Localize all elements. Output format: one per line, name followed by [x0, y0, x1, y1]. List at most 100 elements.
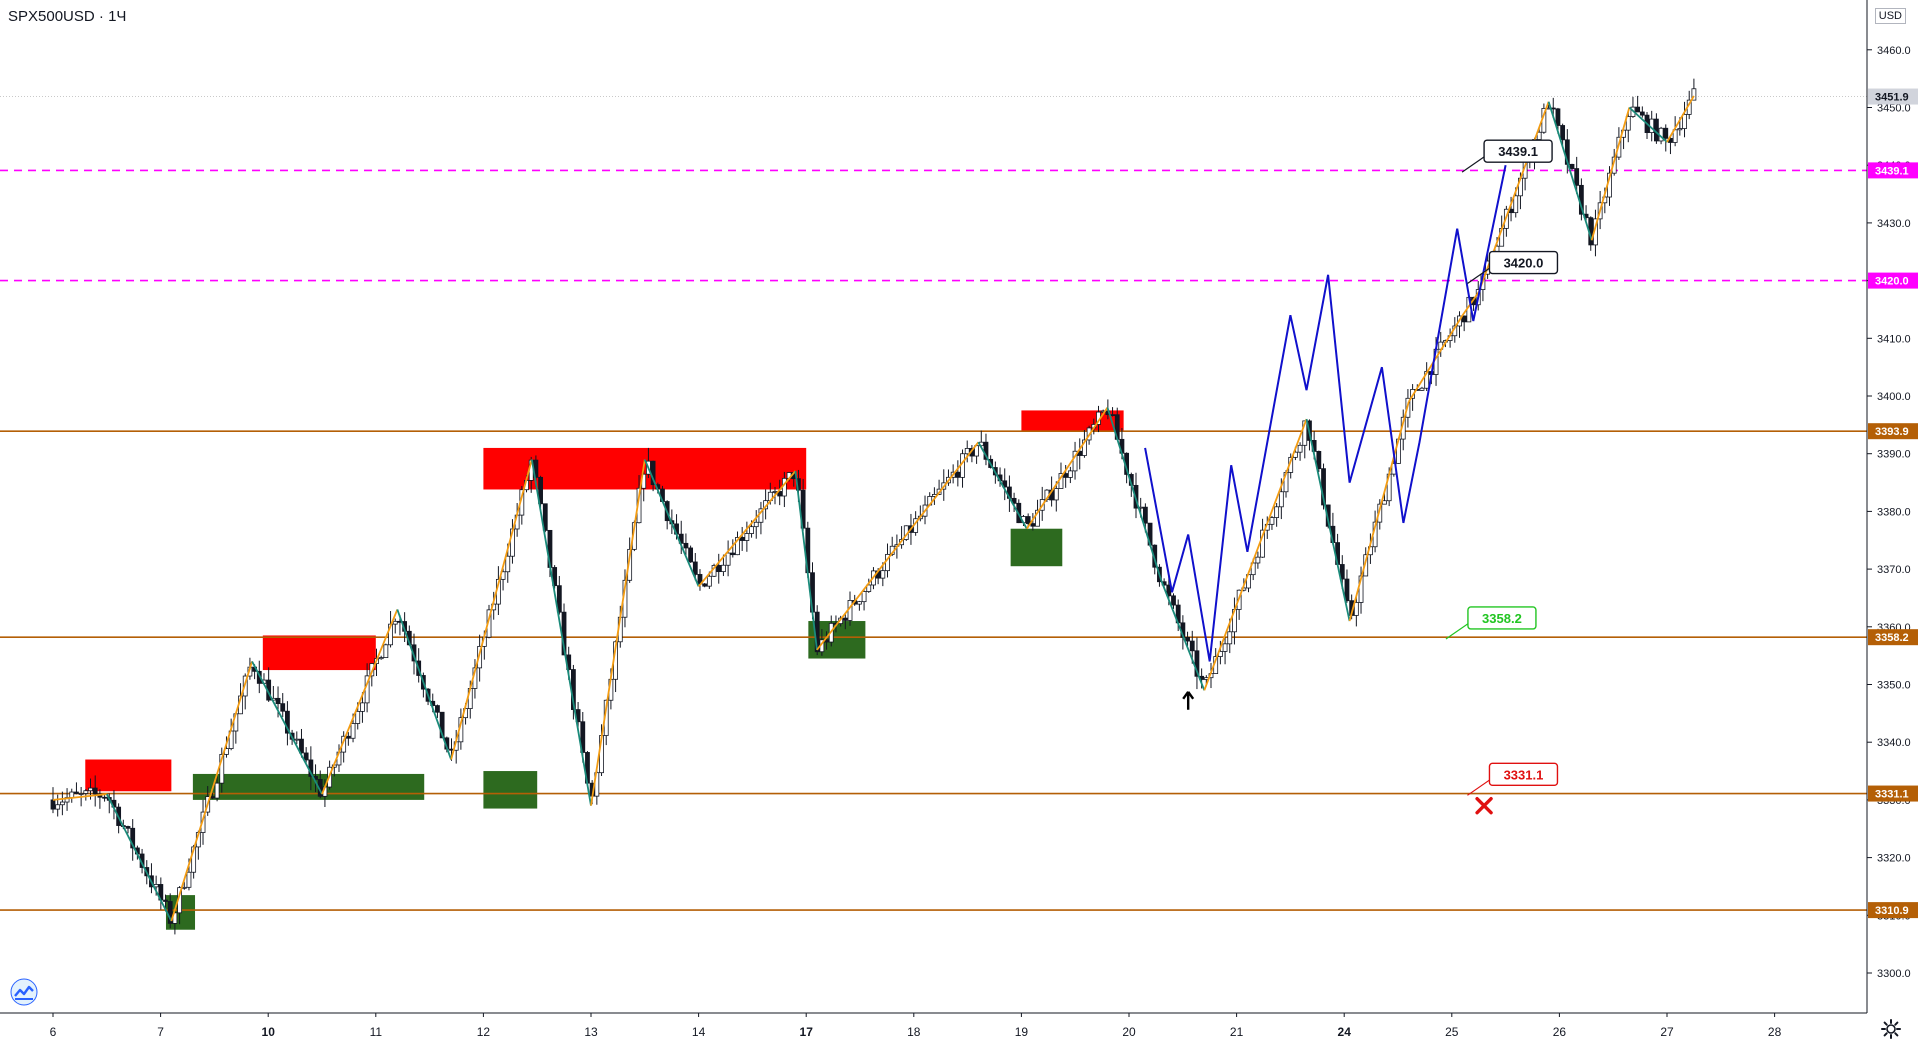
candle-body [1569, 163, 1575, 169]
currency-badge[interactable]: USD [1874, 8, 1906, 24]
candle-body [556, 585, 562, 613]
time-axis-bg [0, 1013, 1920, 1044]
x-tick-label: 11 [370, 1025, 383, 1039]
candle-body [285, 710, 290, 734]
candle-body [1269, 517, 1275, 525]
x-tick-label: 20 [1122, 1025, 1136, 1039]
price-tag-label: 3420.0 [1504, 256, 1544, 271]
zigzag-segment [1628, 106, 1668, 143]
y-tick-label: 3460.0 [1877, 45, 1911, 57]
candle-body [88, 787, 93, 792]
x-tick-label: 12 [477, 1025, 491, 1039]
candle-body [1110, 414, 1115, 417]
tradingview-logo-icon[interactable] [10, 978, 38, 1006]
candle-body [125, 826, 131, 829]
candle-body [1625, 116, 1631, 131]
y-tick-label: 3380.0 [1877, 506, 1911, 518]
x-tick-label: 24 [1338, 1025, 1352, 1039]
candle-body [83, 790, 89, 794]
candle-body [702, 583, 708, 587]
price-axis-bg [1867, 0, 1920, 1044]
price-tag-label: 3439.1 [1498, 144, 1538, 159]
x-tick-label: 7 [157, 1025, 164, 1039]
candle-body [383, 644, 389, 659]
y-tick-label: 3430.0 [1877, 218, 1911, 230]
x-tick-label: 21 [1230, 1025, 1244, 1039]
candle-body [59, 801, 65, 806]
zigzag-segment [1547, 101, 1593, 241]
candle-body [1339, 564, 1345, 580]
candle-body [716, 565, 722, 573]
candle-body [735, 537, 740, 556]
candle-body [102, 796, 107, 799]
supply-zone [262, 635, 376, 671]
zigzag-segment [697, 470, 797, 587]
y-tick-label: 3450.0 [1877, 103, 1911, 115]
candle-body [1255, 556, 1261, 564]
candle-body [200, 811, 206, 833]
zigzag-segment [1590, 107, 1631, 241]
candle-body [1677, 128, 1683, 131]
candle-body [186, 871, 192, 888]
level-price-label: 3310.9 [1875, 905, 1909, 917]
dashed-level-price-label: 3439.1 [1875, 165, 1909, 177]
zigzag-segment [321, 609, 399, 795]
candle-body [181, 886, 187, 889]
candle-body [1063, 473, 1069, 478]
candle-body [1227, 631, 1233, 645]
y-tick-label: 3390.0 [1877, 449, 1911, 461]
candle-body [739, 537, 745, 541]
candle-body [1260, 529, 1265, 558]
candle-body [1574, 168, 1580, 186]
settings-gear-icon[interactable] [1880, 1018, 1902, 1040]
candle-body [275, 697, 281, 705]
candle-body [505, 555, 511, 573]
zones-layer [85, 410, 1124, 930]
x-tick-label: 19 [1015, 1025, 1029, 1039]
candle-body [214, 782, 220, 799]
interval-label: 1Ч [108, 8, 127, 25]
cross-icon [1475, 796, 1493, 815]
candle-body [866, 584, 872, 592]
candle-body [350, 723, 356, 739]
symbol-title[interactable]: SPX500USD · 1Ч [8, 8, 126, 25]
y-tick-label: 3370.0 [1877, 564, 1911, 576]
candle-body [725, 552, 731, 566]
levels-layer [0, 96, 1867, 911]
candle-body [1639, 111, 1645, 116]
zigzag-segment [105, 793, 173, 922]
candle-body [692, 561, 698, 575]
x-tick-label: 14 [692, 1025, 706, 1039]
candle-body [477, 645, 483, 669]
candle-body [1030, 523, 1036, 527]
x-tick-label: 17 [800, 1025, 814, 1039]
candle-body [50, 799, 56, 810]
last-price-label-bg [1868, 88, 1918, 105]
candle-body [1419, 387, 1425, 391]
candle-body [1635, 106, 1641, 113]
x-tick-label: 26 [1553, 1025, 1567, 1039]
candle-body [955, 471, 961, 478]
candle-body [1274, 506, 1280, 518]
y-tick-label: 3410.0 [1877, 333, 1911, 345]
candle-body [167, 901, 173, 924]
candle-body [1194, 650, 1200, 677]
zigzag-layer [52, 95, 1695, 922]
zigzag-segment [1160, 580, 1206, 691]
zigzag-segment [794, 470, 818, 650]
zigzag-segment [977, 441, 1028, 530]
dashed-level-price-label-bg [1868, 162, 1918, 179]
price-tag-label: 3358.2 [1482, 611, 1522, 626]
candle-body [1682, 114, 1687, 129]
candle-body [378, 657, 384, 660]
candle-body [1185, 636, 1190, 642]
x-tick-label: 27 [1660, 1025, 1674, 1039]
candle-body [538, 476, 543, 505]
demand-zone [1010, 528, 1063, 567]
candle-body [856, 601, 862, 605]
zigzag-segment [1106, 407, 1163, 581]
title-separator: · [94, 8, 109, 25]
y-tick-label: 3300.0 [1877, 968, 1911, 980]
y-tick-label: 3340.0 [1877, 737, 1911, 749]
